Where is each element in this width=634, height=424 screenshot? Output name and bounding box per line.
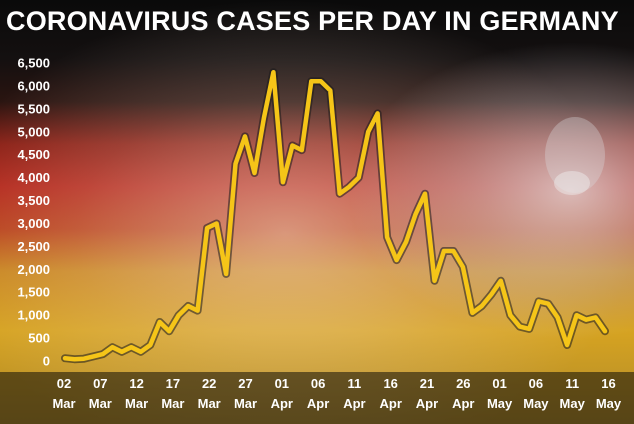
- x-tick-month: Mar: [198, 396, 221, 411]
- x-tick-day: 21: [420, 376, 434, 391]
- series-line: [62, 69, 608, 362]
- x-tick-day: 07: [93, 376, 107, 391]
- y-tick-label: 0: [43, 354, 50, 369]
- x-tick-month: Mar: [89, 396, 112, 411]
- y-tick-label: 500: [28, 331, 50, 346]
- x-tick-day: 17: [166, 376, 180, 391]
- y-tick-label: 6,500: [17, 56, 50, 71]
- y-tick-label: 2,500: [17, 239, 50, 254]
- x-tick-month: Mar: [52, 396, 75, 411]
- x-tick-day: 11: [348, 376, 362, 391]
- y-tick-label: 5,500: [17, 101, 50, 116]
- y-tick-label: 1,500: [17, 285, 50, 300]
- y-tick-label: 3,500: [17, 193, 50, 208]
- x-tick-month: May: [523, 396, 549, 411]
- x-tick-month: Apr: [452, 396, 474, 411]
- x-tick-month: May: [596, 396, 622, 411]
- x-tick-day: 26: [456, 376, 470, 391]
- x-tick-month: Mar: [234, 396, 257, 411]
- x-tick-day: 22: [202, 376, 216, 391]
- x-tick-month: Apr: [343, 396, 365, 411]
- x-tick-day: 11: [565, 376, 579, 391]
- x-tick-month: Apr: [380, 396, 402, 411]
- x-tick-day: 27: [238, 376, 252, 391]
- y-tick-label: 3,000: [17, 216, 50, 231]
- series-group: [61, 68, 609, 364]
- x-tick-day: 06: [311, 376, 325, 391]
- x-tick-day: 01: [275, 376, 289, 391]
- y-tick-label: 1,000: [17, 308, 50, 323]
- x-tick-month: May: [560, 396, 586, 411]
- x-tick-month: Mar: [161, 396, 184, 411]
- x-tick-month: May: [487, 396, 513, 411]
- x-tick-day: 12: [129, 376, 143, 391]
- x-tick-day: 16: [383, 376, 397, 391]
- y-tick-label: 4,000: [17, 170, 50, 185]
- x-tick-month: Mar: [125, 396, 148, 411]
- y-tick-label: 4,500: [17, 147, 50, 162]
- series-line-outline: [61, 68, 609, 364]
- y-tick-label: 5,000: [17, 124, 50, 139]
- x-tick-day: 16: [601, 376, 615, 391]
- x-tick-day: 02: [57, 376, 71, 391]
- y-tick-label: 6,000: [17, 78, 50, 93]
- x-tick-day: 01: [492, 376, 506, 391]
- y-axis: 0 500 1,000 1,500 2,000 2,500 3,000 3,500 4,000 4…: [17, 56, 50, 369]
- y-tick-label: 2,000: [17, 262, 50, 277]
- x-tick-month: Apr: [271, 396, 293, 411]
- x-tick-day: 06: [529, 376, 543, 391]
- x-axis: 02 Mar 07 Mar 12 Mar 17 Mar 22 Mar 27 Mar 01 Apr 06 Apr…: [52, 376, 621, 411]
- x-tick-month: Apr: [307, 396, 329, 411]
- chart-title: CORONAVIRUS CASES PER DAY IN GERMANY: [6, 6, 619, 36]
- x-tick-month: Apr: [416, 396, 438, 411]
